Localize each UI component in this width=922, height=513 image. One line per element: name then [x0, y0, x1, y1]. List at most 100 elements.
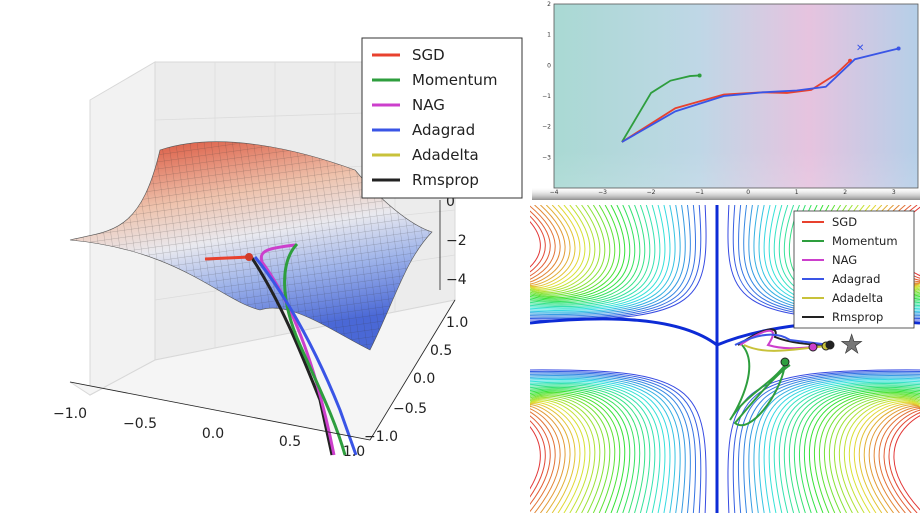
contour-line: [858, 403, 920, 513]
traj3d-rmsprop: [248, 254, 334, 456]
contour-line: [530, 205, 616, 297]
x-tick: −0.5: [123, 416, 157, 432]
x-tick: −1: [695, 189, 704, 196]
contour-line: [843, 399, 920, 513]
contour-line: [873, 406, 920, 513]
contour-line: [530, 205, 571, 286]
contour-line: [530, 205, 661, 309]
x-tick: 1: [795, 189, 799, 196]
contour-line: [530, 391, 621, 513]
contour-line: [789, 385, 920, 513]
legend-label: Adadelta: [412, 146, 479, 164]
plot-frame: [553, 3, 919, 189]
contour-line: [530, 205, 681, 314]
contour-line: [530, 403, 576, 513]
contour-line: [778, 382, 920, 513]
legend-label: Adagrad: [832, 272, 880, 286]
contour-line: [828, 395, 920, 513]
contour-line: [803, 389, 920, 513]
x-tick: 0.0: [202, 426, 224, 442]
contour-line: [530, 380, 666, 513]
contour-line: [530, 205, 611, 296]
contour-line: [530, 205, 671, 311]
traj3d-momentum: [283, 242, 347, 456]
z-axis-ticks-3d: 0 −2 −4: [439, 194, 467, 290]
contour-line: [758, 377, 920, 513]
contour-line: [530, 205, 606, 295]
contour-line: [530, 386, 641, 513]
contour-line: [530, 393, 616, 513]
contour-line: [530, 370, 702, 513]
z-tick: 0: [446, 194, 455, 210]
contour-line: [530, 385, 646, 513]
contour-line: [530, 394, 611, 513]
contour-line: [823, 394, 920, 513]
contour-line: [798, 388, 920, 513]
x-tick: −1.0: [53, 406, 87, 422]
contour-line: [819, 393, 920, 513]
contour-line: [530, 390, 626, 513]
contour-line: [814, 391, 920, 513]
minimum-star-icon: ★: [840, 330, 863, 360]
marker-nag: [808, 342, 818, 352]
contour-line: [530, 374, 686, 513]
contour-line: [883, 409, 920, 513]
legend-label: Rmsprop: [832, 310, 883, 324]
series-line-sgd: [621, 60, 851, 143]
contour-line: [530, 381, 661, 513]
contour-line: [530, 205, 626, 300]
traj3d-sgd: [204, 255, 251, 261]
contour-line: [773, 381, 920, 513]
contour-line: [530, 415, 551, 505]
x-tick: 3: [892, 189, 896, 196]
contour-line: [530, 408, 561, 513]
y-tick: 0: [547, 62, 551, 69]
contour-chart: ★ SGD Momentum NAG Adagrad Adadelta Rmsp…: [530, 205, 920, 513]
contour-line: [530, 205, 656, 308]
contour-line: [530, 205, 636, 302]
marker-rmsprop: [825, 340, 835, 350]
contour-line: [530, 369, 707, 513]
z-tick: −2: [446, 233, 467, 249]
contour-line: [530, 205, 651, 306]
contour-line: [848, 400, 920, 513]
series-line-momentum: [621, 74, 700, 143]
y-axis-ticks-3d: 1.0 0.5 0.0 −0.5 −1.0: [364, 299, 468, 445]
contour-line: [732, 370, 920, 513]
plot-bottom-shadow: [532, 150, 920, 200]
x-tick: 1.0: [343, 444, 365, 460]
contour-line: [530, 389, 631, 513]
contour-line: [743, 373, 920, 513]
contour-line: [530, 215, 546, 274]
saddle-3d-chart: −1.0 −0.5 0.0 0.5 1.0 1.0 0.5 0.0 −0.5 −…: [53, 37, 523, 460]
legend-label: Momentum: [832, 234, 898, 248]
contour-line: [530, 373, 691, 513]
contour-line: [530, 404, 571, 513]
legend-label: NAG: [412, 96, 445, 114]
contour-line: [530, 205, 621, 299]
y-tick: −0.5: [393, 401, 427, 417]
x-tick: 2: [843, 189, 847, 196]
x-tick: −3: [598, 189, 607, 196]
contour-line: [753, 376, 920, 513]
contour-line: [748, 374, 920, 513]
contour-line: [530, 405, 566, 513]
contour-line: [888, 412, 920, 513]
contour-line: [530, 205, 666, 310]
legend-label: SGD: [832, 215, 857, 229]
contour-line: [530, 210, 551, 277]
contour-line: [530, 384, 651, 513]
y-tick: 1.0: [446, 315, 468, 331]
series-end-point: [697, 73, 702, 78]
contour-line: [868, 405, 920, 513]
legend-label: Rmsprop: [412, 171, 479, 189]
series-end-point: [896, 46, 901, 51]
contour-line: [530, 377, 676, 513]
series-line-adagrad: [621, 47, 899, 143]
y-tick: 2: [547, 1, 551, 8]
x-axis-ticks-3d: −1.0 −0.5 0.0 0.5 1.0: [53, 381, 371, 460]
trajc-adagrad: [734, 333, 831, 346]
contour-line: [530, 205, 686, 316]
contour-line: [530, 205, 691, 317]
trajectory-2d-chart: 2 1 0 −1 −2 −3 −4 −3 −2 −1 0 1 2 3 ✕: [532, 1, 920, 200]
